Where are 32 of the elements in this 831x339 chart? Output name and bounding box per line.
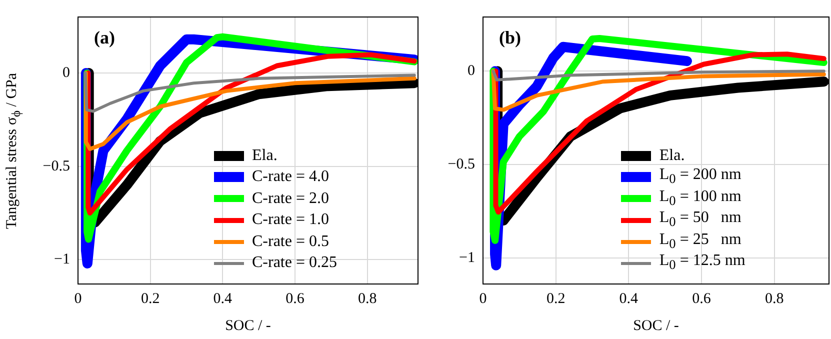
x-tick-label: 0.2 bbox=[140, 290, 160, 307]
legend-label: L$_{0}$ = 25 nm bbox=[659, 230, 742, 253]
x-tick-label: 0.8 bbox=[358, 290, 377, 307]
x-tick-label: 0.4 bbox=[619, 290, 639, 307]
legend-label: C-rate = 1.0 bbox=[252, 211, 329, 230]
legend-label: L$_{0}$ = 50 nm bbox=[659, 209, 742, 232]
y-tick-label: −1 bbox=[54, 252, 70, 268]
x-tick-label: 0.8 bbox=[764, 290, 784, 307]
legend-label: C-rate = 4.0 bbox=[252, 168, 329, 186]
x-tick-label: 0 bbox=[74, 290, 82, 307]
y-tick-label: −1 bbox=[459, 250, 475, 266]
y-tick-label: −0.5 bbox=[42, 158, 70, 174]
x-tick-label: 0 bbox=[479, 290, 487, 307]
legend-label: C-rate = 0.5 bbox=[252, 232, 329, 251]
annotation: (b) bbox=[499, 28, 522, 48]
legend-label: C-rate = 0.25 bbox=[252, 254, 337, 272]
legend-label: L$_{0}$ = 12.5 nm bbox=[659, 252, 746, 274]
legend-label: Ela. bbox=[659, 146, 685, 165]
legend-label: C-rate = 2.0 bbox=[252, 190, 329, 208]
x-tick-label: 0.4 bbox=[213, 290, 233, 307]
y-tick-label: −0.5 bbox=[448, 156, 475, 172]
x-tick-label: 0.2 bbox=[546, 290, 566, 307]
x-axis-title: SOC / - bbox=[225, 318, 271, 334]
legend-label: L$_{0}$ = 200 nm bbox=[659, 166, 742, 188]
y-tick-label: 0 bbox=[468, 63, 475, 80]
legend-label: L$_{0}$ = 100 nm bbox=[659, 188, 742, 210]
annotation: (a) bbox=[94, 28, 115, 48]
y-tick-label: 0 bbox=[62, 64, 70, 81]
x-tick-label: 0.6 bbox=[692, 290, 712, 307]
x-axis-title: SOC / - bbox=[633, 318, 679, 334]
legend-label: Ela. bbox=[252, 146, 278, 165]
x-tick-label: 0.6 bbox=[286, 290, 305, 307]
